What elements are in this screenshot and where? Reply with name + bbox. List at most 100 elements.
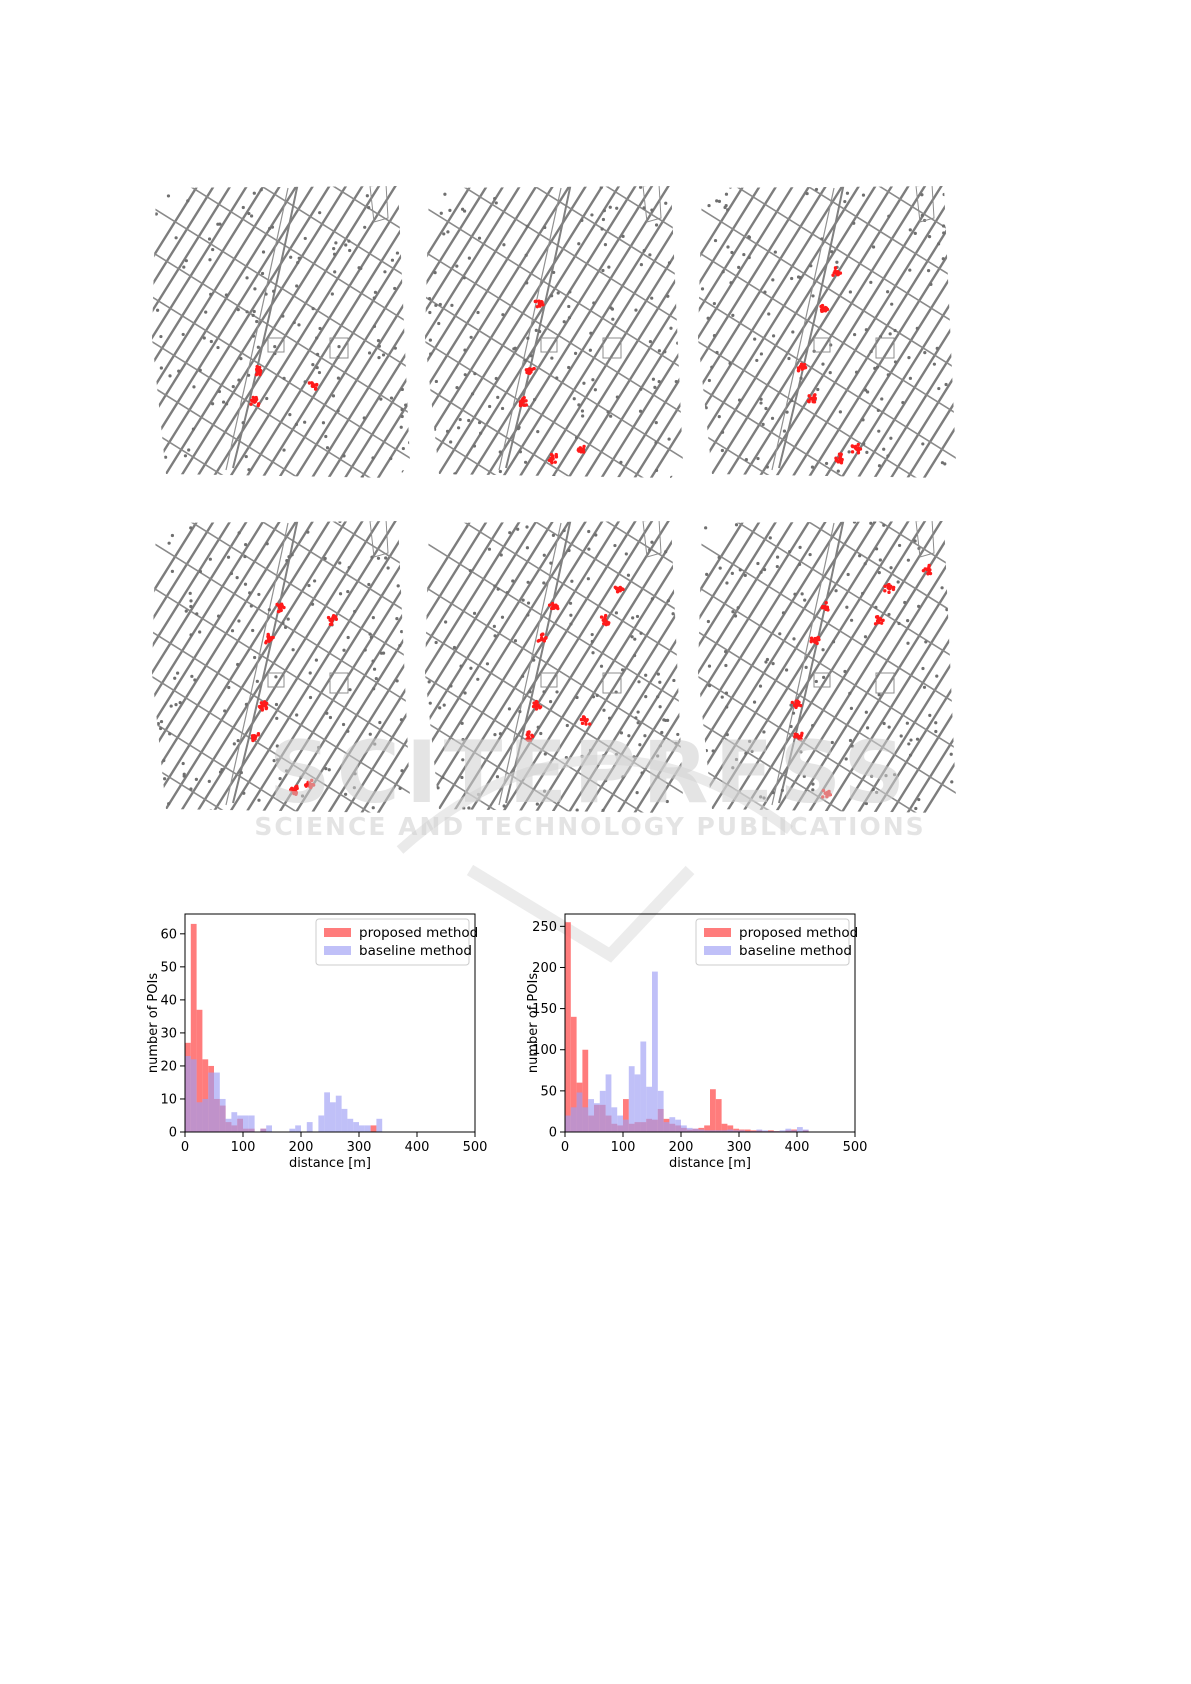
street-node [294,422,299,427]
street-node [300,794,305,798]
street-node [542,553,546,557]
street-node [633,637,637,641]
poi-point [257,704,262,709]
street-node [399,718,404,722]
poi-point [876,619,880,623]
street-node [242,791,246,795]
street-segment [152,186,342,478]
street-node [752,700,757,704]
street-node [256,345,260,349]
street-node [498,732,503,736]
street-node [274,675,278,679]
street-segment [698,186,956,346]
street-segment [425,186,683,442]
street-node [211,247,215,252]
street-node [811,724,815,728]
street-node [303,236,307,241]
poi-point [800,731,804,736]
street-node [338,592,343,596]
poi-point [801,366,806,370]
street-node [949,752,953,756]
street-node [338,521,342,524]
street-node [956,553,959,556]
street-node [511,579,515,583]
street-node [249,214,254,218]
street-node [941,224,946,228]
street-node [372,324,377,328]
poi-point [264,639,269,643]
poi-point [264,706,269,710]
street-node [874,547,879,551]
baseline-bar [727,1129,734,1132]
street-node [903,600,907,605]
street-segment [698,521,956,713]
map-panel-6 [694,513,969,828]
street-node [281,314,285,318]
street-segment [698,293,956,478]
street-node [241,205,245,210]
y-axis-label: number of POIs [146,973,161,1073]
poi-point [555,604,559,609]
street-node [516,427,520,431]
street-node [251,313,255,317]
street-segment [229,521,410,813]
street-node [311,306,315,311]
street-segment [152,521,410,777]
street-node [753,337,757,341]
street-node [245,276,249,280]
street-node [734,757,739,762]
street-node [877,464,882,468]
x-tick-label: 400 [405,1140,430,1155]
street-node [865,726,870,730]
street-node [390,258,395,262]
street-node [824,461,829,466]
poi-point [256,733,260,737]
street-node [386,566,390,570]
street-node [498,450,502,454]
poi-point [260,701,264,706]
street-node [198,569,203,574]
street-node [255,679,259,683]
street-node [943,462,947,466]
map-panel-3 [694,178,969,493]
baseline-bar [710,1130,716,1132]
street-block [642,521,662,558]
street-node [347,239,351,243]
street-node [663,350,667,354]
street-node [580,218,584,222]
street-segment [425,293,683,478]
street-node [448,208,452,212]
poi-point [334,617,339,621]
street-node [917,604,921,608]
street-node [469,666,473,670]
street-node [363,648,367,652]
street-segment [425,186,683,378]
poi-point [881,618,885,623]
street-node [173,676,177,680]
street-node [218,770,223,774]
street-block [602,672,622,694]
street-node [443,192,447,196]
street-node [567,316,572,320]
street-node [838,410,842,414]
street-node [159,719,164,724]
street-node [167,802,171,806]
street-node [876,408,880,413]
street-node [913,231,917,236]
street-node [603,242,608,247]
street-node [261,250,266,254]
street-node [216,614,221,618]
street-node [633,653,637,658]
street-node [492,624,496,629]
street-node [216,345,220,350]
poi-point [820,303,825,308]
street-node [567,365,571,370]
street-node [809,264,813,268]
street-segment [698,186,956,442]
poi-point [310,782,315,787]
street-node [762,567,767,572]
street-node [763,290,767,294]
street-segment [152,532,410,809]
street-node [278,777,282,781]
street-node [192,385,196,389]
